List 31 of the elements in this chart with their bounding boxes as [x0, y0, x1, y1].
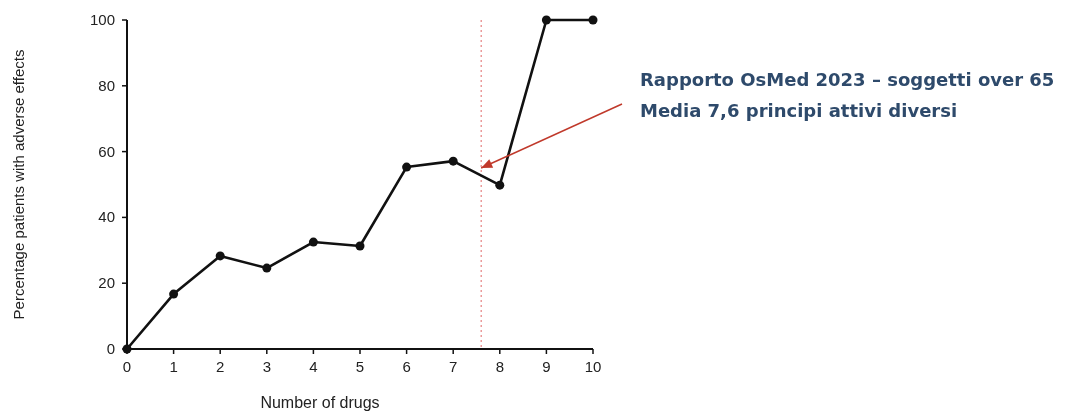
x-tick-label: 3 — [262, 358, 271, 375]
annotation: Media 7,6 principi attivi diversi — [640, 100, 958, 121]
y-tick-label: 100 — [89, 11, 115, 28]
point — [262, 263, 272, 273]
x-axis-title: Number of drugs — [260, 394, 380, 411]
y-tick-label: 80 — [98, 76, 115, 94]
x-tick-label: 10 — [584, 358, 602, 375]
point — [215, 251, 225, 261]
point — [588, 15, 598, 25]
text: Rapporto OsMed 2023 – soggetti over 65 — [640, 69, 1055, 90]
x-tick-label: 7 — [449, 358, 458, 375]
point — [402, 162, 412, 172]
x-tick-label: 6 — [402, 358, 411, 375]
x-tick-label: 1 — [169, 358, 178, 375]
point — [541, 15, 551, 25]
y-tick-label: 0 — [106, 340, 115, 357]
point — [355, 241, 365, 251]
x-tick-label: 9 — [542, 358, 551, 375]
y-tick-label: 40 — [98, 208, 115, 226]
x-tick-label: 8 — [495, 358, 504, 375]
y-axis-title: Percentage patients with adverse effects — [10, 49, 27, 320]
y-tick-label: 20 — [98, 274, 115, 292]
point — [495, 180, 505, 190]
x-tick-label: 4 — [309, 358, 318, 375]
point — [169, 289, 179, 299]
point — [308, 237, 318, 247]
y-tick-label: 60 — [98, 142, 115, 160]
x-tick-label: 5 — [355, 358, 365, 375]
x-tick-label: 2 — [216, 358, 225, 375]
point — [448, 156, 458, 166]
x-tick-label: 0 — [122, 358, 132, 375]
